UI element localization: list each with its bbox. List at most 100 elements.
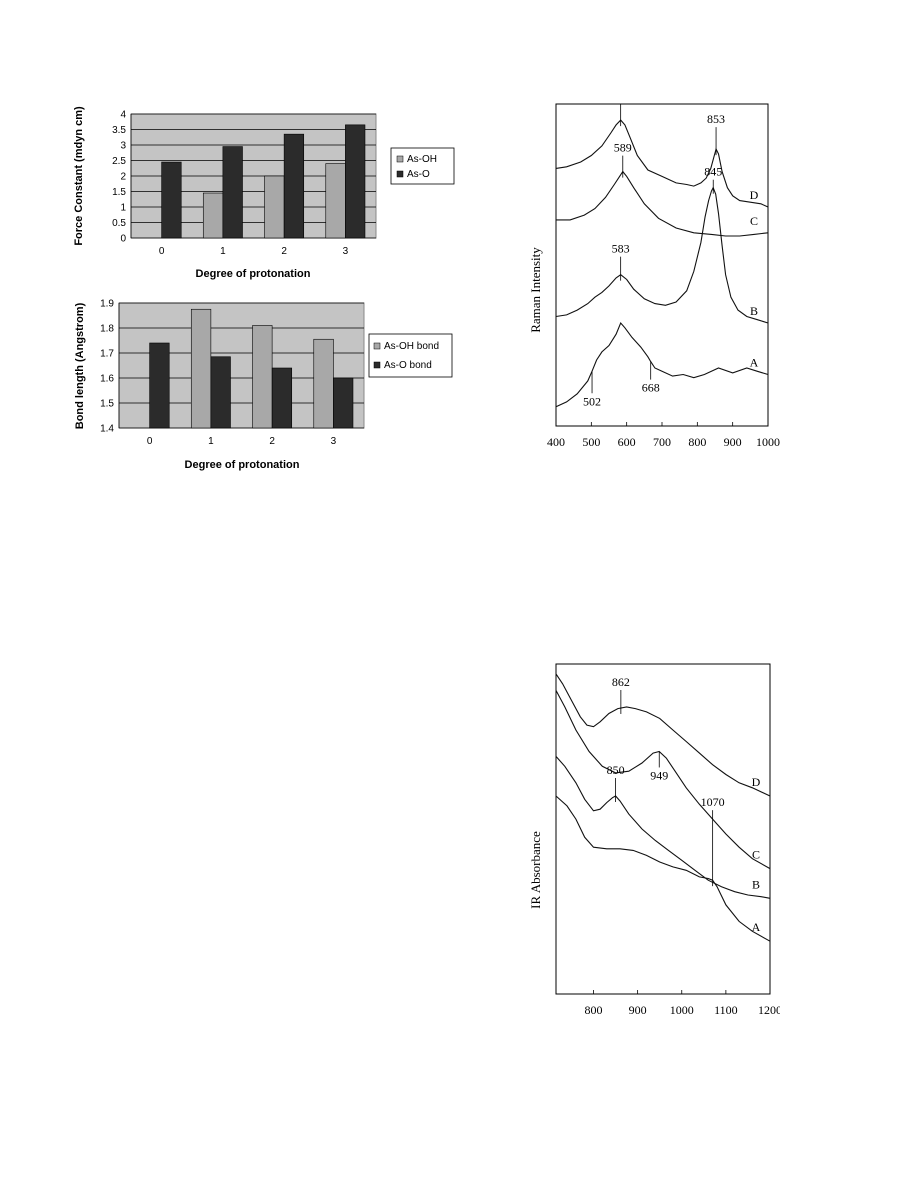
x-tick-labels: 0 1 2 3 bbox=[159, 246, 349, 257]
y-tick-label: 1 bbox=[120, 203, 126, 214]
bar-as-o-bond-1 bbox=[210, 356, 231, 429]
series-label-B: B bbox=[750, 304, 758, 318]
series-label-A: A bbox=[752, 920, 761, 934]
peak-label: 949 bbox=[650, 768, 668, 782]
y-tick-label: 1.4 bbox=[100, 424, 114, 435]
bar-as-oh-bond-1 bbox=[190, 308, 212, 429]
spectrum-D bbox=[555, 119, 769, 208]
x-tick-label: 700 bbox=[653, 435, 671, 449]
bar-as-oh-bond-2 bbox=[252, 325, 273, 429]
y-tick-label: 0 bbox=[120, 234, 126, 245]
legend-swatch-as-oh bbox=[396, 155, 404, 163]
y-tick-label: 3.5 bbox=[112, 125, 126, 136]
spectrum-A bbox=[555, 795, 771, 942]
y-axis-label: Raman Intensity bbox=[528, 247, 543, 333]
bars bbox=[149, 308, 354, 429]
spectra: DC B A bbox=[555, 119, 769, 408]
legend-label-as-oh: As-OH bbox=[407, 154, 437, 165]
x-tick-label: 1000 bbox=[670, 1003, 694, 1017]
y-tick-label: 1.8 bbox=[100, 324, 114, 335]
x-tick-label: 2 bbox=[281, 246, 287, 257]
series-label-D: D bbox=[750, 188, 759, 202]
ir-chart: D C B A 862 949 850 1070 800 900 1000 1100 1200 IR… bbox=[528, 663, 780, 1017]
peak-label: 583 bbox=[612, 242, 630, 256]
y-tick-label: 1.5 bbox=[112, 187, 126, 198]
x-tick-label: 400 bbox=[547, 435, 565, 449]
peak-label: 862 bbox=[612, 675, 630, 689]
x-tick-labels: 400 500 600 700 800 900 1000 bbox=[547, 422, 780, 449]
y-tick-label: 1.5 bbox=[100, 399, 114, 410]
x-tick-labels: 800 900 1000 1100 1200 bbox=[585, 990, 780, 1017]
peak-label: 502 bbox=[583, 394, 601, 408]
x-tick-label: 800 bbox=[585, 1003, 603, 1017]
series-label-B: B bbox=[752, 877, 760, 891]
y-tick-label: 1.6 bbox=[100, 374, 114, 385]
x-tick-label: 1200 bbox=[758, 1003, 780, 1017]
series-label-C: C bbox=[752, 848, 760, 862]
raman-chart: DC B A 583 853 589 583 845 502 668 400 500 600 700 8… bbox=[528, 100, 780, 449]
series-label-C: C bbox=[750, 214, 758, 228]
peak-label: 1070 bbox=[701, 795, 725, 809]
bar-as-o-bond-2 bbox=[271, 367, 293, 429]
legend-swatch-as-o-bond bbox=[373, 361, 381, 369]
bar-as-oh-3 bbox=[325, 163, 346, 239]
legend-label-as-o-bond: As-O bond bbox=[384, 360, 432, 371]
y-tick-label: 1.7 bbox=[100, 349, 114, 360]
spectrum-B bbox=[555, 186, 769, 324]
y-tick-labels: 1.4 1.5 1.6 1.7 1.8 1.9 bbox=[100, 299, 114, 435]
y-tick-label: 0.5 bbox=[112, 218, 126, 229]
y-tick-label: 2.5 bbox=[112, 156, 126, 167]
bar-as-o-2 bbox=[283, 133, 305, 239]
bar-as-oh-2 bbox=[264, 175, 285, 239]
x-tick-label: 900 bbox=[724, 435, 742, 449]
spectrum-A bbox=[555, 321, 769, 408]
bars bbox=[161, 124, 366, 239]
series-label-D: D bbox=[752, 775, 761, 789]
y-axis-label: IR Absorbance bbox=[528, 831, 543, 909]
bar-as-o-1 bbox=[222, 146, 243, 239]
force-constant-chart: 0 0.5 1 1.5 2 2.5 3 3.5 4 0 1 2 3 Force Constant (m… bbox=[66, 100, 456, 290]
bar-as-o-0 bbox=[161, 161, 182, 239]
peak-annotations: 583 853 589 583 845 502 668 bbox=[583, 100, 725, 408]
y-tick-label: 2 bbox=[120, 172, 126, 183]
x-tick-label: 800 bbox=[688, 435, 706, 449]
x-tick-label: 3 bbox=[331, 436, 337, 447]
peak-label: 845 bbox=[704, 165, 722, 179]
peak-label: 589 bbox=[614, 141, 632, 155]
legend-label-as-o: As-O bbox=[407, 169, 430, 180]
x-tick-label: 600 bbox=[618, 435, 636, 449]
x-axis-label: Degree of protonation bbox=[196, 268, 311, 280]
y-axis-label: Bond length (Angstrom) bbox=[74, 302, 86, 429]
bar-as-oh-1 bbox=[202, 192, 224, 239]
legend-swatch-as-oh-bond bbox=[373, 342, 381, 350]
x-tick-label: 2 bbox=[269, 436, 275, 447]
x-tick-label: 1000 bbox=[756, 435, 780, 449]
x-tick-label: 1100 bbox=[714, 1003, 738, 1017]
peak-annotations: 862 949 850 1070 bbox=[607, 675, 725, 887]
bar-as-o-bond-3 bbox=[333, 377, 354, 429]
x-axis-label: Degree of protonation bbox=[185, 459, 300, 471]
bond-length-chart: 1.4 1.5 1.6 1.7 1.8 1.9 0 1 2 3 Bond length (Ang… bbox=[66, 290, 456, 475]
series-label-A: A bbox=[750, 355, 759, 369]
y-tick-labels: 0 0.5 1 1.5 2 2.5 3 3.5 4 bbox=[112, 110, 126, 245]
peak-label: 668 bbox=[642, 381, 660, 395]
x-tick-label: 1 bbox=[220, 246, 226, 257]
legend-box bbox=[390, 147, 455, 185]
y-axis-label: Force Constant (mdyn cm) bbox=[73, 106, 85, 246]
peak-label: 583 bbox=[612, 100, 630, 103]
spectrum-B bbox=[555, 756, 771, 899]
legend-box bbox=[368, 333, 453, 378]
spectrum-C bbox=[556, 170, 769, 237]
bar-as-o-bond-0 bbox=[149, 342, 170, 429]
spectrum-D bbox=[555, 673, 771, 797]
x-tick-label: 1 bbox=[208, 436, 214, 447]
legend-swatch-as-o bbox=[396, 170, 404, 178]
bar-as-o-3 bbox=[345, 124, 366, 239]
plot-frame bbox=[555, 663, 771, 995]
legend-label-as-oh-bond: As-OH bond bbox=[384, 341, 439, 352]
x-tick-labels: 0 1 2 3 bbox=[147, 436, 337, 447]
x-tick-label: 900 bbox=[629, 1003, 647, 1017]
x-tick-label: 0 bbox=[159, 246, 165, 257]
bar-as-oh-bond-3 bbox=[313, 338, 334, 429]
y-tick-label: 1.9 bbox=[100, 299, 114, 310]
